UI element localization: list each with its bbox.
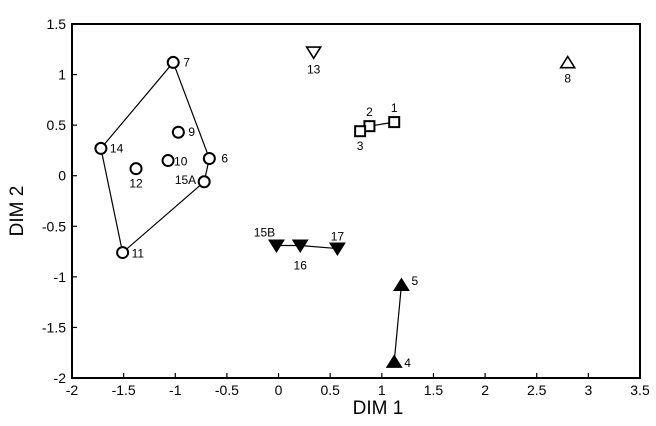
x-tick-label: -0.5 [215,382,239,398]
point-label: 1 [391,101,398,115]
data-point [559,54,577,69]
data-point [129,162,143,176]
point-label: 11 [132,247,145,261]
point-label: 13 [307,62,321,76]
x-tick-label: 3.5 [630,382,650,398]
x-tick-label: 0.5 [320,382,340,398]
data-point [268,239,285,253]
x-tick-label: -2 [66,382,79,398]
y-tick-label: -0.5 [42,218,66,234]
data-point [305,46,323,60]
data-point [166,55,180,69]
x-tick-label: 2.5 [527,382,547,398]
x-tick-label: 3 [584,382,592,398]
y-tick-label: -2 [54,370,67,386]
point-label: 5 [411,274,418,288]
data-point [116,246,130,260]
connector-line [393,284,403,362]
x-tick-label: -1 [169,382,182,398]
cluster-hull [100,61,210,254]
point-label: 17 [331,230,345,244]
x-tick-label: -1.5 [112,382,136,398]
point-label: 15A [175,173,196,187]
point-label: 16 [294,259,308,273]
y-tick-label: 0.5 [47,117,67,133]
y-tick-label: 1 [58,67,66,83]
y-tick-label: 1.5 [47,16,67,32]
y-axis-title: DIM 2 [7,186,28,237]
data-point [388,116,401,129]
x-tick-label: 0 [275,382,283,398]
point-label: 8 [564,71,571,85]
point-label: 14 [110,141,124,155]
connector-line [276,244,338,250]
y-tick-label: -1.5 [42,319,66,335]
x-tick-label: 2 [481,382,489,398]
point-label: 9 [188,125,195,139]
point-label: 7 [183,55,190,69]
plot-frame [71,23,641,379]
data-point [354,125,367,138]
data-point [385,354,403,368]
data-point [171,125,185,139]
x-tick-label: 1 [378,382,386,398]
data-point [94,141,108,155]
data-point [291,239,309,253]
x-tick-label: 1.5 [424,382,444,398]
point-label: 6 [221,152,228,166]
point-label: 4 [404,356,411,370]
point-label: 2 [366,105,373,119]
point-label: 3 [357,139,364,153]
point-label: 15B [254,226,275,240]
point-label: 12 [129,177,143,191]
point-label: 10 [174,155,188,169]
x-axis-title: DIM 1 [353,398,404,419]
data-point [161,154,175,168]
data-point [328,242,346,256]
y-tick-label: 0 [58,168,66,184]
data-point [197,175,211,189]
y-tick-label: -1 [54,269,67,285]
data-point [202,152,216,166]
data-point [392,277,410,291]
